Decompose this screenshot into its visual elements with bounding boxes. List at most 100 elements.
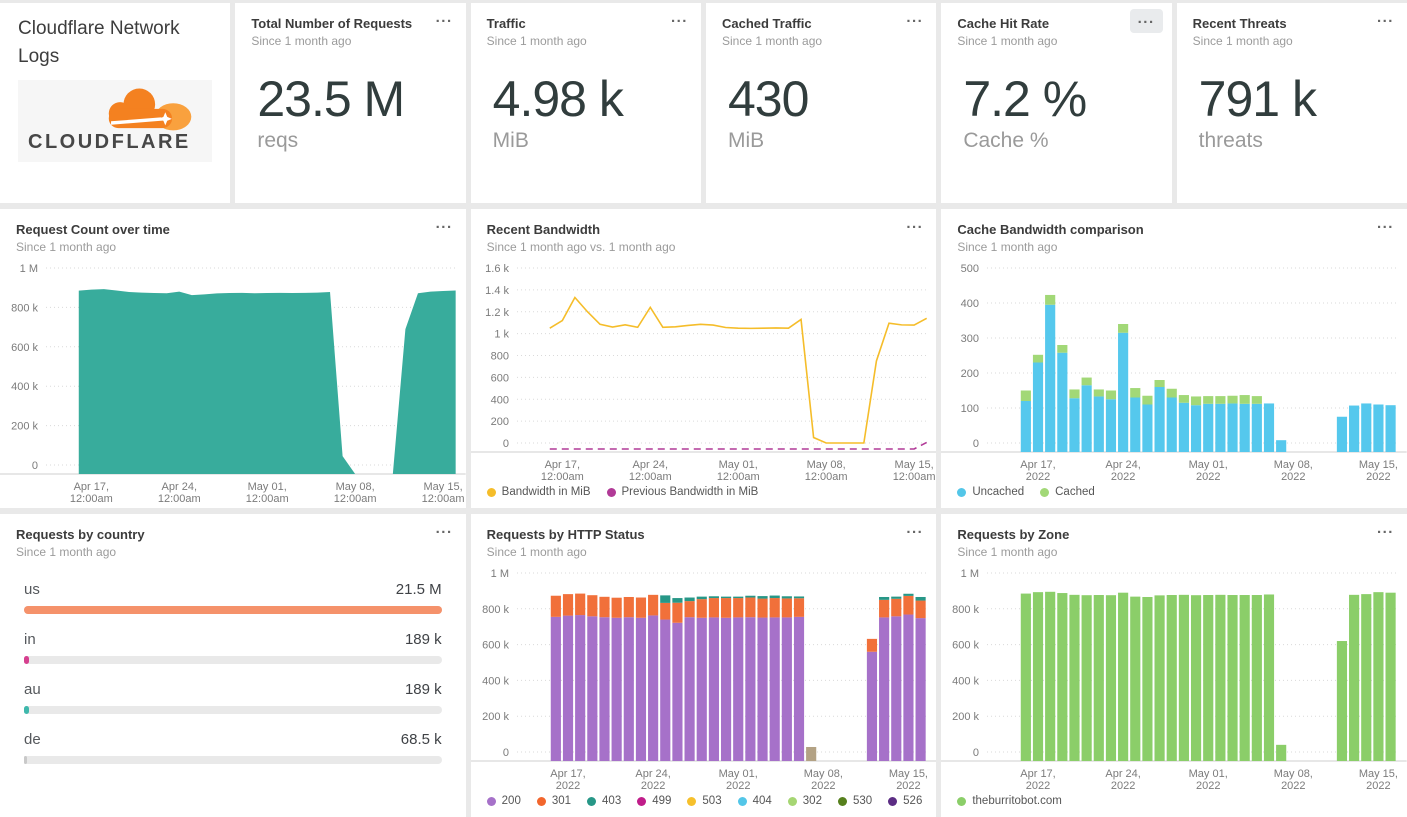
panel-menu-button[interactable]: ... [1376,9,1394,26]
svg-text:Apr 24,: Apr 24, [635,768,670,780]
svg-text:Apr 24,: Apr 24, [632,459,667,471]
panel-title: Request Count over time [16,222,170,237]
panel-http-status: Requests by HTTP Status Since 1 month ag… [470,514,937,817]
svg-text:12:00am: 12:00am [70,493,113,505]
svg-text:Apr 24,: Apr 24, [1106,768,1141,780]
legend-item[interactable]: 200 [486,795,521,807]
panel-menu-button[interactable]: ... [1129,9,1163,33]
legend-label: Previous Bandwidth in MiB [621,486,759,498]
legend-dot-icon [587,796,597,806]
legend-label: theburritobot.com [972,795,1062,807]
legend-item[interactable]: 503 [687,795,722,807]
svg-text:2022: 2022 [896,780,920,792]
svg-text:1.6 k: 1.6 k [485,263,509,275]
svg-text:May 08,: May 08, [1274,459,1313,471]
country-bar-fill [24,756,27,764]
cache-bandwidth-chart[interactable]: 0 100 200 300 400 500 Apr 17, 2022 Apr 24, 2022 Ma… [941,256,1407,486]
legend-dot-icon [637,796,647,806]
svg-text:12:00am: 12:00am [804,471,847,483]
svg-text:2022: 2022 [1111,780,1135,792]
svg-text:2022: 2022 [1196,780,1220,792]
svg-text:0: 0 [973,438,979,450]
svg-text:2022: 2022 [1196,471,1220,483]
svg-text:May 15,: May 15, [889,768,928,780]
svg-text:May 08,: May 08, [803,768,842,780]
country-bar-fill [24,606,442,614]
svg-text:May 15,: May 15, [1359,459,1398,471]
chart-row-1: Request Count over time Since 1 month ag… [0,209,1407,508]
svg-text:Apr 17,: Apr 17, [544,459,579,471]
stat-unit: reqs [257,129,299,152]
legend-item[interactable]: 499 [637,795,671,807]
country-value: 189 k [404,631,442,648]
legend-item[interactable]: Uncached [957,486,1024,498]
panel-subtitle: Since 1 month ago [486,34,587,48]
legend-item[interactable]: 530 [837,795,873,807]
panel-request-count: Request Count over time Since 1 month ag… [0,209,466,508]
svg-text:12:00am: 12:00am [422,493,465,505]
legend-item[interactable]: 301 [536,795,571,807]
legend-dot-icon [787,796,797,806]
svg-text:May 01,: May 01, [1189,459,1228,471]
legend-label: 499 [652,795,672,807]
panel-menu-button[interactable]: ... [435,9,453,26]
country-label: us [24,581,40,598]
svg-text:800 k: 800 k [952,604,979,616]
cloudflare-logo: CLOUDFLARE [18,80,213,163]
legend-item[interactable]: 404 [737,795,772,807]
stat-row: Cloudflare Network Logs CLOUDFLARE Total… [0,3,1407,203]
panel-menu-button[interactable]: ... [1376,215,1394,232]
panel-recent-bandwidth: Recent Bandwidth Since 1 month ago vs. 1… [470,209,937,508]
legend-item[interactable]: 403 [587,795,621,807]
svg-text:1 k: 1 k [494,329,509,341]
country-value: 21.5 M [395,581,442,598]
svg-text:400 k: 400 k [482,675,509,687]
svg-text:2022: 2022 [1026,780,1050,792]
legend-dot-icon [957,487,967,497]
legend-item[interactable]: Bandwidth in MiB [486,486,591,498]
legend-label: Cached [1055,486,1095,498]
svg-text:600 k: 600 k [482,640,509,652]
country-bar-track [24,706,442,714]
panel-menu-button[interactable]: ... [1376,520,1394,537]
panel-title: Recent Threats [1192,16,1287,31]
panel-subtitle: Since 1 month ago [957,240,1058,254]
legend-item[interactable]: Cached [1040,486,1095,498]
country-value: 68.5 k [400,731,442,748]
svg-text:600 k: 600 k [11,342,38,354]
panel-menu-button[interactable]: ... [906,520,924,537]
stat-unit: Cache % [963,129,1049,152]
legend-label: 403 [602,795,622,807]
panel-subtitle: Since 1 month ago [1192,34,1293,48]
recent-bandwidth-chart[interactable]: 0 200 400 600 800 1 k 1.2 k 1.4 k 1.6 k Apr 17, 12… [470,256,937,486]
legend-dot-icon [837,796,847,806]
legend-dot-icon [606,487,616,497]
legend-item[interactable]: theburritobot.com [957,795,1062,807]
legend-item[interactable]: 302 [787,795,822,807]
svg-text:12:00am: 12:00am [541,471,584,483]
country-bar-fill [24,706,29,714]
svg-text:Apr 24,: Apr 24, [1106,459,1141,471]
panel-menu-button[interactable]: ... [435,215,453,232]
country-list: us 21.5 M in 189 k au 189 k de 68.5 k [0,581,466,781]
country-row: in 189 k [24,631,442,664]
svg-text:100: 100 [961,403,979,415]
svg-text:300: 300 [961,333,979,345]
svg-text:0: 0 [503,747,509,759]
panel-menu-button[interactable]: ... [435,520,453,537]
svg-text:2022: 2022 [641,780,665,792]
panel-subtitle: Since 1 month ago [16,240,117,254]
panel-requests-by-zone: Requests by Zone Since 1 month ago ... 0… [941,514,1407,817]
panel-menu-button[interactable]: ... [906,9,924,26]
panel-menu-button[interactable]: ... [906,215,924,232]
legend-label: 530 [852,795,873,807]
panel-menu-button[interactable]: ... [670,9,688,26]
panel-title: Requests by country [16,527,145,542]
svg-text:600 k: 600 k [952,640,979,652]
legend-label: 526 [903,795,923,807]
legend-item[interactable]: Previous Bandwidth in MiB [606,486,759,498]
legend-item[interactable]: 526 [888,795,922,807]
